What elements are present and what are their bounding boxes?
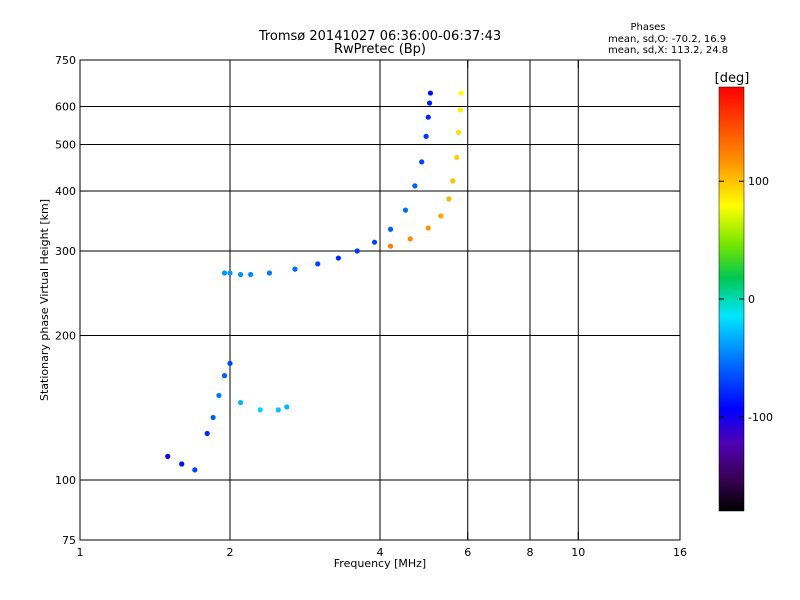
y-tick-label: 500 — [55, 139, 76, 152]
data-point — [248, 271, 254, 278]
x-tick-label: 10 — [571, 546, 585, 559]
data-point — [335, 255, 341, 261]
data-point — [315, 261, 321, 267]
x-tick-label: 4 — [377, 546, 384, 559]
data-point — [402, 207, 409, 213]
data-point — [454, 154, 460, 161]
axis-ticks: 1 2 4 6 8 10 16 75 100 200 300 400 500 600 750 — [55, 54, 687, 559]
y-axis-label: Stationary phase Virtual Height [km] — [38, 199, 51, 401]
stats-header: Phases — [630, 22, 665, 33]
data-point — [221, 270, 228, 276]
data-point — [292, 266, 298, 272]
colorbar-ticks: 100 0 -100 — [719, 175, 773, 424]
x-tick-label: 2 — [227, 546, 234, 559]
chart-subtitle: RwPretec (Bp) — [334, 42, 426, 57]
y-tick-label: 100 — [55, 474, 76, 487]
data-point — [387, 243, 394, 249]
data-point — [237, 399, 244, 406]
y-tick-label: 750 — [55, 54, 76, 67]
data-point — [446, 196, 452, 202]
data-point — [165, 453, 171, 460]
stats-line-x: mean, sd,X: 113.2, 24.8 — [608, 45, 728, 56]
data-point — [227, 270, 233, 276]
y-tick-label: 400 — [55, 185, 76, 198]
data-point — [387, 226, 394, 232]
stats-line-o: mean, sd,O: -70.2, 16.9 — [608, 34, 726, 45]
data-point — [179, 461, 185, 467]
data-point — [407, 236, 413, 242]
data-point — [455, 129, 462, 135]
data-point — [192, 467, 198, 473]
colorbar-tick-label: -100 — [748, 411, 773, 424]
data-point — [284, 404, 290, 410]
colorbar-tick-label: 0 — [748, 293, 755, 306]
data-point — [426, 100, 433, 106]
data-point — [227, 360, 233, 366]
data-point — [427, 90, 434, 96]
y-tick-label: 75 — [62, 534, 76, 547]
data-point — [275, 407, 281, 413]
x-tick-label: 6 — [464, 546, 471, 559]
scatter-points — [165, 90, 464, 473]
data-point — [412, 183, 418, 189]
y-tick-label: 600 — [55, 101, 76, 114]
data-point — [423, 133, 429, 139]
data-point — [457, 107, 464, 113]
data-point — [237, 271, 244, 278]
data-point — [210, 414, 216, 421]
x-tick-label: 16 — [673, 546, 687, 559]
data-point — [438, 213, 444, 219]
data-point — [419, 159, 425, 165]
data-point — [266, 270, 273, 276]
data-point — [371, 239, 378, 245]
data-point — [204, 430, 210, 437]
y-tick-label: 200 — [55, 330, 76, 343]
colorbar-tick-label: 100 — [748, 175, 769, 188]
x-tick-label: 8 — [527, 546, 534, 559]
data-point — [216, 392, 222, 399]
y-tick-label: 300 — [55, 245, 76, 258]
chart-title: Tromsø 20141027 06:36:00-06:37:43 — [258, 29, 501, 44]
data-point — [425, 225, 431, 231]
grid-lines — [80, 60, 680, 540]
colorbar-label: [deg] — [715, 71, 750, 86]
data-point — [458, 90, 464, 96]
data-point — [221, 373, 228, 379]
x-tick-label: 1 — [77, 546, 84, 559]
data-point — [450, 178, 456, 184]
data-point — [257, 407, 263, 413]
x-axis-label: Frequency [MHz] — [334, 557, 426, 570]
data-point — [354, 248, 360, 254]
data-point — [425, 114, 431, 120]
